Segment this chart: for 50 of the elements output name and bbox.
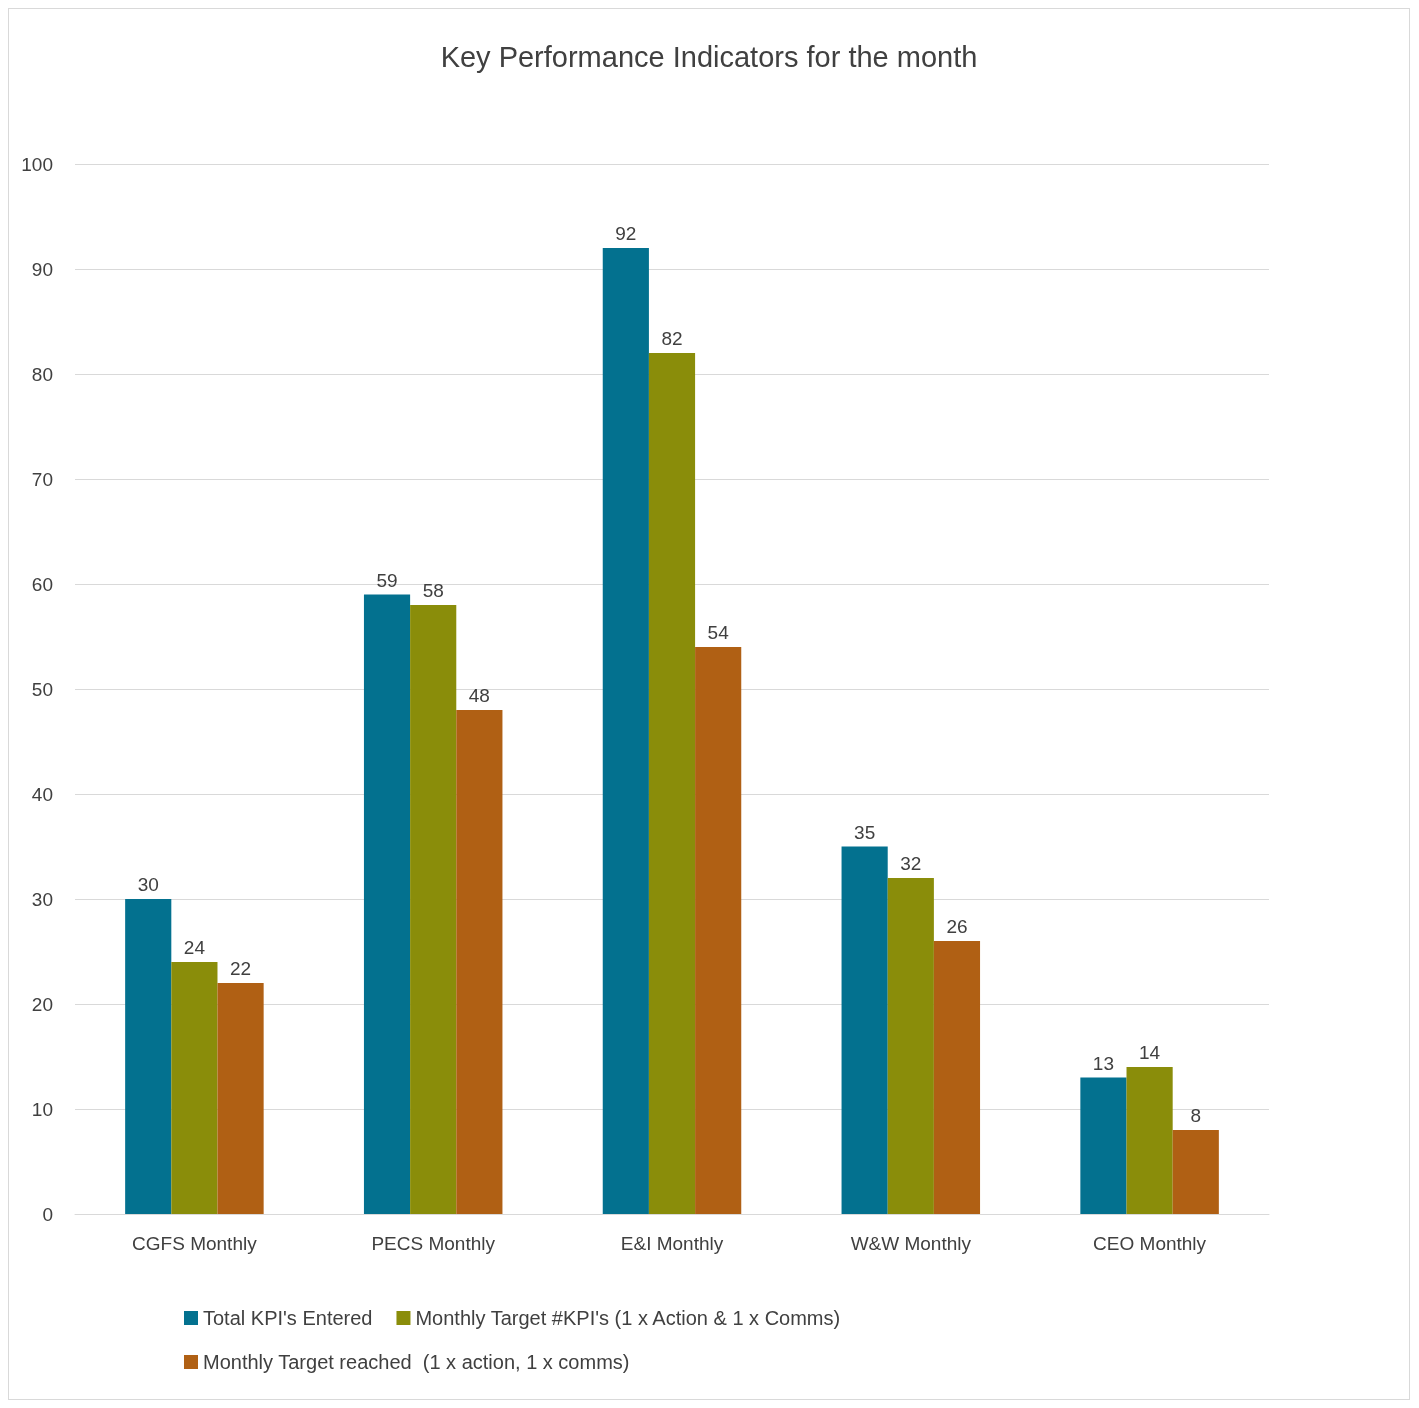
bar	[602, 248, 649, 1214]
y-tick-label: 30	[31, 888, 53, 910]
x-tick-label: W&W Monthly	[850, 1233, 972, 1254]
y-tick-label: 60	[31, 573, 53, 595]
bar	[363, 594, 411, 1214]
bar	[456, 710, 503, 1214]
bar	[648, 353, 696, 1214]
data-label: 13	[1092, 1052, 1114, 1074]
bar	[933, 941, 981, 1214]
data-label: 14	[1139, 1042, 1161, 1063]
data-label: 30	[137, 874, 159, 895]
data-label: 92	[615, 223, 637, 244]
bar	[1126, 1067, 1173, 1214]
bar	[695, 647, 742, 1214]
y-tick-label: 100	[21, 153, 53, 175]
bar	[1080, 1077, 1127, 1214]
y-tick-label: 20	[31, 993, 53, 1015]
bar	[410, 605, 457, 1214]
data-label: 59	[376, 569, 398, 591]
y-tick-label: 80	[31, 363, 53, 385]
data-label: 35	[854, 821, 876, 843]
bar	[217, 983, 264, 1214]
data-label: 58	[422, 580, 444, 601]
x-tick-label: CGFS Monthly	[132, 1233, 258, 1254]
y-tick-label: 90	[31, 258, 53, 280]
bar	[887, 878, 934, 1214]
y-tick-label: 70	[31, 468, 53, 490]
x-tick-label: PECS Monthly	[371, 1233, 496, 1254]
y-tick-label: 10	[31, 1098, 53, 1120]
x-tick-label: CEO Monthly	[1093, 1233, 1207, 1254]
data-label: 8	[1190, 1105, 1202, 1126]
bar	[125, 899, 172, 1214]
bar	[1172, 1130, 1219, 1214]
y-tick-label: 0	[42, 1203, 53, 1225]
bar	[171, 962, 218, 1214]
data-label: 82	[661, 328, 683, 349]
legend-label: Total KPI's Entered	[203, 1307, 373, 1329]
data-label: 22	[230, 958, 252, 979]
legend-label: Monthly Target #KPI's (1 x Action & 1 x Comms)	[415, 1307, 841, 1329]
data-label: 48	[468, 685, 490, 706]
legend-label: Monthly Target reached (1 x action, 1 x comms)	[203, 1351, 630, 1373]
data-label: 26	[946, 916, 968, 937]
x-tick-label: E&I Monthly	[620, 1233, 724, 1254]
data-label: 54	[707, 622, 730, 643]
y-tick-label: 50	[31, 678, 53, 700]
bar	[841, 846, 888, 1214]
data-label: 32	[900, 853, 922, 874]
chart-title: Key Performance Indicators for the month	[440, 40, 978, 73]
data-label: 24	[183, 937, 206, 958]
y-tick-label: 40	[31, 783, 53, 805]
